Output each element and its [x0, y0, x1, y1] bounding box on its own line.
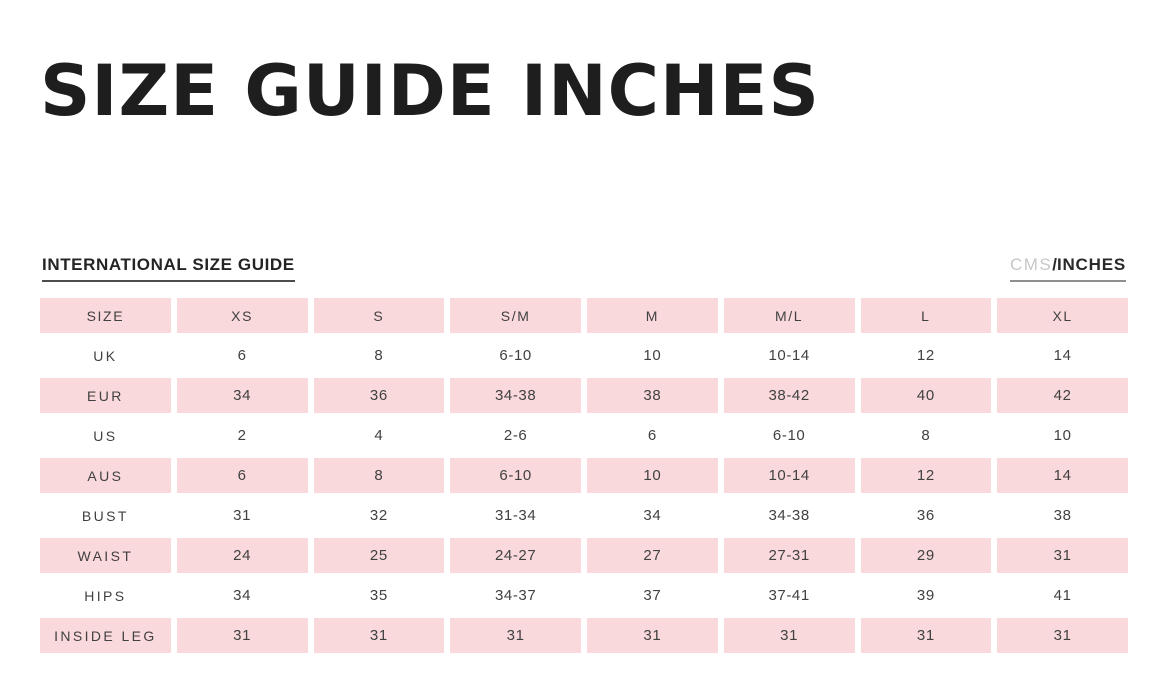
row-label-cell: US — [93, 427, 118, 444]
table-row: AUS 6 8 6-10 10 10-14 12 14 — [40, 458, 1128, 493]
table-header-cell: XL — [997, 298, 1128, 333]
table-cell: 31 — [176, 618, 308, 653]
table-cell: 10-14 — [768, 347, 810, 364]
table-header-cell: S — [313, 298, 445, 333]
table-cell: 34-38 — [450, 378, 581, 413]
section-title: INTERNATIONAL SIZE GUIDE — [42, 255, 295, 282]
table-cell: 6-10 — [772, 427, 806, 444]
table-cell: 14 — [1053, 347, 1072, 364]
table-cell: 34-37 — [494, 587, 537, 604]
table-header-row: SIZE XS S S/M M M/L L XL — [40, 298, 1128, 333]
table-header-cell: M — [587, 298, 718, 333]
table-cell: 6 — [237, 347, 247, 364]
table-cell: 35 — [369, 587, 388, 604]
table-row: INSIDE LEG 31 31 31 31 31 31 31 — [40, 618, 1128, 653]
size-guide-table: SIZE XS S S/M M M/L L XL UK 6 8 6-10 10 10-14 12 14 EUR 3… — [40, 298, 1128, 653]
row-label-cell: UK — [93, 347, 118, 364]
table-cell: 37 — [643, 587, 662, 604]
table-cell: 36 — [313, 378, 445, 413]
table-cell: 24-27 — [450, 538, 581, 573]
table-cell: 38 — [1053, 507, 1072, 524]
table-cell: 34 — [233, 587, 252, 604]
table-cell: 31 — [723, 618, 855, 653]
row-label-cell: BUST — [81, 507, 129, 524]
table-row: BUST 31 32 31-34 34 34-38 36 38 — [40, 493, 1128, 538]
page-title: SIZE GUIDE INCHES — [40, 50, 820, 132]
row-label-cell: AUS — [40, 458, 171, 493]
table-cell: 14 — [997, 458, 1128, 493]
table-cell: 34-38 — [768, 507, 810, 524]
table-cell: 41 — [1053, 587, 1072, 604]
table-cell: 31 — [313, 618, 445, 653]
table-cell: 40 — [860, 378, 992, 413]
table-cell: 6 — [647, 427, 657, 444]
table-header-cell: M/L — [723, 298, 855, 333]
table-cell: 8 — [313, 458, 445, 493]
table-cell: 34 — [176, 378, 308, 413]
table-cell: 36 — [916, 507, 935, 524]
table-cell: 31 — [860, 618, 992, 653]
table-cell: 42 — [997, 378, 1128, 413]
table-cell: 10 — [643, 347, 662, 364]
table-cell: 8 — [374, 347, 384, 364]
table-cell: 12 — [916, 347, 935, 364]
table-row: US 2 4 2-6 6 6-10 8 10 — [40, 413, 1128, 458]
table-cell: 31 — [997, 538, 1128, 573]
table-cell: 6-10 — [450, 458, 581, 493]
table-cell: 6 — [176, 458, 308, 493]
unit-separator: / — [1052, 255, 1057, 274]
table-cell: 27 — [587, 538, 718, 573]
table-cell: 2 — [237, 427, 247, 444]
table-cell: 38-42 — [723, 378, 855, 413]
table-row: WAIST 24 25 24-27 27 27-31 29 31 — [40, 538, 1128, 573]
table-cell: 31 — [587, 618, 718, 653]
table-cell: 12 — [860, 458, 992, 493]
table-row: EUR 34 36 34-38 38 38-42 40 42 — [40, 378, 1128, 413]
table-row: HIPS 34 35 34-37 37 37-41 39 41 — [40, 573, 1128, 618]
table-cell: 34 — [643, 507, 662, 524]
unit-toggle: CMS/INCHES — [1009, 255, 1126, 282]
row-label-cell: INSIDE LEG — [40, 618, 171, 653]
table-cell: 4 — [374, 427, 384, 444]
table-header-cell: L — [860, 298, 992, 333]
table-cell: 39 — [916, 587, 935, 604]
table-cell: 31 — [997, 618, 1128, 653]
table-cell: 29 — [860, 538, 992, 573]
unit-cms-link[interactable]: CMS — [1009, 255, 1053, 274]
table-cell: 31 — [450, 618, 581, 653]
table-cell: 25 — [313, 538, 445, 573]
table-cell: 31 — [233, 507, 252, 524]
table-cell: 10 — [1053, 427, 1072, 444]
table-subheader: INTERNATIONAL SIZE GUIDE CMS/INCHES — [42, 255, 1126, 282]
table-cell: 32 — [369, 507, 388, 524]
table-cell: 8 — [921, 427, 931, 444]
table-cell: 10 — [587, 458, 718, 493]
table-header-cell: S/M — [450, 298, 581, 333]
unit-inches-link[interactable]: INCHES — [1056, 255, 1126, 274]
table-cell: 6-10 — [499, 347, 532, 364]
row-label-cell: HIPS — [84, 587, 127, 604]
table-cell: 27-31 — [723, 538, 855, 573]
table-cell: 37-41 — [768, 587, 810, 604]
table-cell: 2-6 — [503, 427, 528, 444]
table-cell: 31-34 — [494, 507, 537, 524]
table-row: UK 6 8 6-10 10 10-14 12 14 — [40, 333, 1128, 378]
table-cell: 24 — [176, 538, 308, 573]
table-header-cell: SIZE — [40, 298, 171, 333]
table-header-cell: XS — [176, 298, 308, 333]
table-cell: 38 — [587, 378, 718, 413]
table-cell: 10-14 — [723, 458, 855, 493]
row-label-cell: WAIST — [40, 538, 171, 573]
row-label-cell: EUR — [40, 378, 171, 413]
